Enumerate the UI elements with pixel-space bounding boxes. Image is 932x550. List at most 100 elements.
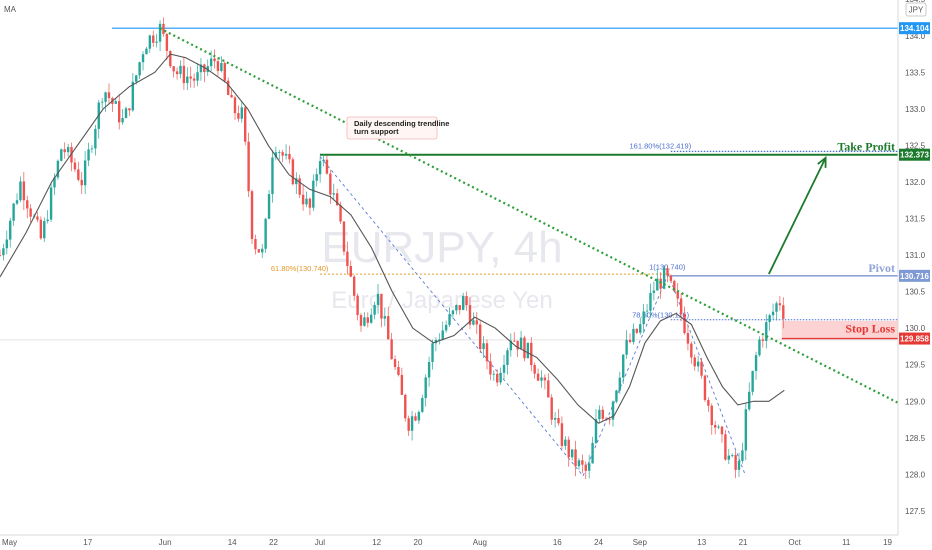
candle-body <box>577 460 581 467</box>
candle-body <box>281 152 284 156</box>
candle <box>56 159 60 180</box>
candle <box>254 234 257 255</box>
candle <box>383 307 387 327</box>
candle <box>387 306 390 340</box>
candle-body <box>547 380 550 398</box>
candle-body <box>570 449 574 458</box>
candle <box>768 313 771 331</box>
candle-body <box>370 314 373 323</box>
candle-body <box>622 354 625 378</box>
candle-body <box>659 278 662 289</box>
candle-body <box>148 35 152 49</box>
annotation-callout[interactable]: Daily descending trendline turn support <box>346 116 449 140</box>
candle-body <box>5 239 9 249</box>
candle-body <box>114 101 117 104</box>
candle-body <box>676 291 679 299</box>
candle <box>94 124 97 156</box>
candle <box>574 440 577 477</box>
candle-body <box>686 333 690 344</box>
candle <box>727 449 730 465</box>
pivot-label: Pivot <box>868 261 895 275</box>
candle-body <box>407 418 410 431</box>
candle <box>570 449 574 461</box>
y-tick-label: 132.5 <box>905 141 926 150</box>
candle <box>438 333 441 345</box>
candle <box>148 34 152 53</box>
candle <box>230 89 233 98</box>
candle-body <box>703 375 707 401</box>
x-tick-label: 13 <box>697 538 706 547</box>
y-tick-label: 127.5 <box>905 507 926 516</box>
candle-body <box>128 108 131 111</box>
candle <box>591 436 594 464</box>
candle <box>468 297 472 330</box>
annotation-box <box>346 116 438 140</box>
candle-body <box>257 249 261 253</box>
candle <box>431 339 434 370</box>
candle-body <box>135 75 138 82</box>
candle-body <box>318 161 322 175</box>
candle <box>342 221 346 256</box>
candle-body <box>642 311 645 325</box>
candle <box>376 284 380 314</box>
candle-body <box>782 305 785 319</box>
candle <box>550 394 553 425</box>
candle-body <box>288 153 291 160</box>
x-tick-label: Oct <box>788 538 801 547</box>
fib-618-label: 61.80%(130.740) <box>271 264 329 273</box>
candle <box>427 356 431 387</box>
candle-body <box>244 107 247 142</box>
fib-1618-label: 161.80%(132.419) <box>630 141 692 150</box>
resistance-price-tag-text: 134.104 <box>900 24 929 33</box>
x-tick-label: Jul <box>315 538 325 547</box>
candle <box>475 312 478 335</box>
candle <box>506 347 509 375</box>
stop-loss-label: Stop Loss <box>845 322 895 336</box>
candle <box>346 241 349 275</box>
candle-body <box>444 324 448 331</box>
candle <box>410 410 414 441</box>
candle <box>523 335 526 362</box>
candle-body <box>169 50 172 67</box>
candle <box>489 353 492 381</box>
candle <box>444 320 448 333</box>
candle-body <box>36 216 39 220</box>
x-tick-label: 19 <box>883 538 892 547</box>
indicator-label[interactable]: MA <box>4 5 17 14</box>
candle <box>100 98 104 109</box>
candle <box>478 321 482 354</box>
candle-body <box>39 219 43 239</box>
candle <box>312 174 315 212</box>
candle <box>281 149 284 163</box>
ma-line <box>0 53 785 424</box>
stop-loss-price-tag-text: 129.858 <box>900 335 929 344</box>
candle-body <box>278 152 281 154</box>
y-tick-label: 134.5 <box>905 0 926 4</box>
x-tick-label: 16 <box>553 538 562 547</box>
candle-body <box>83 160 87 186</box>
candle <box>26 195 29 219</box>
candle-body <box>240 107 243 119</box>
candle <box>141 51 145 71</box>
candle <box>690 341 693 364</box>
candle-body <box>230 95 233 98</box>
candle-body <box>710 405 713 426</box>
time-axis[interactable]: May 17 Jun 14 22 Jul 12 20 Aug 16 24 Sep 13 21 Oct 11 19 <box>2 538 893 547</box>
candle-body <box>12 203 15 221</box>
candle-body <box>226 80 230 96</box>
candle <box>5 230 9 255</box>
candle-body <box>56 160 60 178</box>
candle <box>240 101 243 123</box>
candle <box>291 157 295 186</box>
target-arrow-shaft <box>768 157 827 275</box>
candle-body <box>458 305 461 310</box>
candle-body <box>649 292 652 311</box>
candle-body <box>329 173 332 195</box>
candle <box>264 217 267 253</box>
candle-body <box>567 439 570 458</box>
candle <box>553 412 557 428</box>
candle <box>80 172 83 194</box>
price-axis[interactable]: 127.5 128.0 128.5 129.0 129.5 130.0 130.5 131.0… <box>905 0 926 516</box>
candle-body <box>301 194 305 205</box>
